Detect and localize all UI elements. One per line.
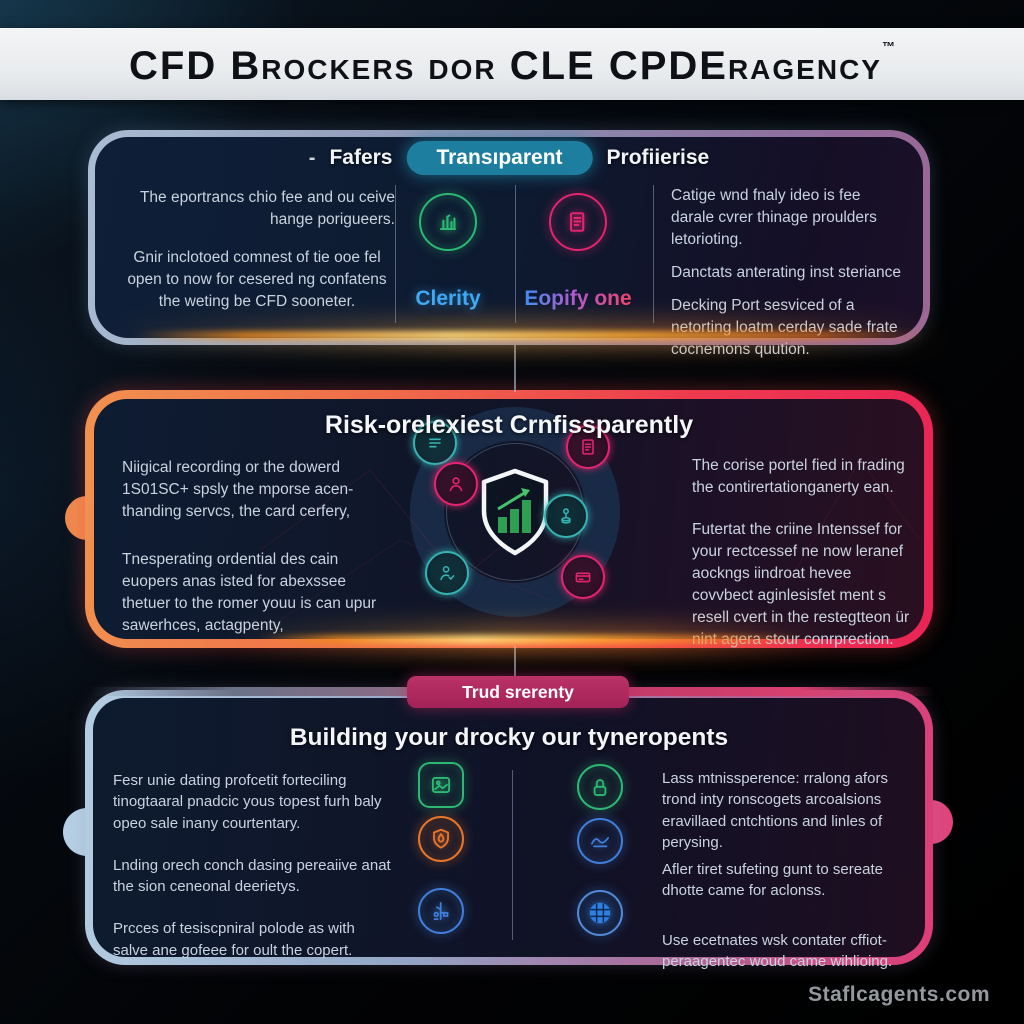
paragraph: The eportrancs chio fee and ou ceive han… <box>139 189 395 228</box>
paragraph: Decking Port sesviced of a netorting loa… <box>671 297 898 358</box>
connector-line-bottom <box>514 646 516 678</box>
paragraph: Use ecetnates wsk contater cffiot- peraa… <box>662 931 893 971</box>
paragraph: Niigical recording or the dowerd 1S01SC+… <box>122 459 354 520</box>
panel3-right-text: Lass mtnissperence: rralong afors trond … <box>662 768 906 978</box>
paragraph: Lass mtnissperence: rralong afors trond … <box>662 770 888 851</box>
panel2-title: Risk-orelexiest Crnfissparently <box>324 411 694 439</box>
card-icon <box>561 555 605 599</box>
paragraph: The corise portel fied in frading the co… <box>692 457 905 496</box>
tab-fafers[interactable]: Fafers <box>329 146 393 169</box>
panel-transparent-fees: - Fafers Transıparent Profiierise The ep… <box>88 130 930 358</box>
file-icon <box>566 425 610 469</box>
panel2-border: Risk-orelexiest Crnfissparently Niigical… <box>85 390 933 648</box>
tab-profiierise[interactable]: Profiierise <box>606 146 710 169</box>
divider <box>653 185 654 323</box>
panel1-body: - Fafers Transıparent Profiierise The ep… <box>95 137 923 358</box>
panel1-tabs: - Fafers Transıparent Profiierise <box>309 141 709 175</box>
balance-icon <box>544 494 588 538</box>
lock-icon <box>577 764 623 810</box>
feature-label: Eopify one <box>524 287 632 310</box>
page-title: CFD Brockers dor CLE CPDEragency™ <box>129 39 895 89</box>
list-icon <box>413 421 457 465</box>
shield-growth-icon <box>476 467 554 557</box>
document-icon <box>549 193 607 251</box>
analyst-icon <box>425 551 469 595</box>
trademark-mark: ™ <box>881 39 895 54</box>
feature-eopify: Eopify one <box>517 193 639 311</box>
panel2-right-text: The corise portel fied in frading the co… <box>692 455 912 671</box>
image-icon <box>418 762 464 808</box>
paragraph: Afler tiret sufeting gunt to sereate dho… <box>662 861 883 900</box>
panel-building-trust: Building your drocky our tyneropents Fes… <box>63 690 953 970</box>
badge-rail-left <box>90 687 410 696</box>
shield-flame-icon <box>418 816 464 862</box>
wave-icon <box>577 818 623 864</box>
globe-icon <box>577 890 623 936</box>
panel-risk-transparency: Risk-orelexiest Crnfissparently Niigical… <box>65 390 933 648</box>
panel1-right-text: Catige wnd fnaly ideo is fee darale cvre… <box>671 185 907 372</box>
divider <box>395 185 396 323</box>
trust-badge: Trud srerenty <box>407 676 629 708</box>
tools-icon <box>418 888 464 934</box>
paragraph: Futertat the criine Intenssef for your r… <box>692 521 910 648</box>
tab-dash: - <box>308 146 316 169</box>
paragraph: Gnir inclotoed comnest of tie ooe fel op… <box>127 249 387 310</box>
paragraph: Danctats anterating inst steriance <box>671 264 902 281</box>
paragraph: Fesr unie dating profcetit forteciling t… <box>113 772 382 832</box>
panel3-body: Building your drocky our tyneropents Fes… <box>93 698 925 970</box>
bar-chart-icon <box>419 193 477 251</box>
badge-rail-right <box>626 687 936 696</box>
page-title-text: CFD Brockers dor CLE CPDEragency <box>129 44 882 88</box>
panel2-left-text: Niigical recording or the dowerd 1S01SC+… <box>122 457 394 663</box>
panel3-left-text: Fesr unie dating profcetit forteciling t… <box>113 770 393 982</box>
feature-label: Clerity <box>415 287 481 310</box>
header-bar: CFD Brockers dor CLE CPDEragency™ <box>0 28 1024 100</box>
divider <box>515 185 516 323</box>
connector-line-top <box>514 345 516 392</box>
paragraph: Lnding orech conch dasing pereaiive anat… <box>113 856 391 896</box>
tab-transparent-active[interactable]: Transıparent <box>406 141 593 175</box>
panel2-body: Risk-orelexiest Crnfissparently Niigical… <box>94 399 924 648</box>
feature-clarity: Clerity <box>387 193 509 311</box>
panel1-border: - Fafers Transıparent Profiierise The ep… <box>88 130 930 358</box>
panel3-title: Building your drocky our tyneropents <box>289 724 729 751</box>
panel1-left-text: The eportrancs chio fee and ou ceive han… <box>119 187 395 329</box>
paragraph: Tnesperating ordential des cain euopers … <box>122 551 377 634</box>
paragraph: Prcces of tesiscpniral polode as with sa… <box>113 920 355 959</box>
panel3-border: Building your drocky our tyneropents Fes… <box>85 690 933 970</box>
divider <box>512 770 513 940</box>
paragraph: Catige wnd fnaly ideo is fee darale cvre… <box>671 187 877 248</box>
watermark: Staflcagents.com <box>808 983 990 1006</box>
user-icon <box>434 462 478 506</box>
